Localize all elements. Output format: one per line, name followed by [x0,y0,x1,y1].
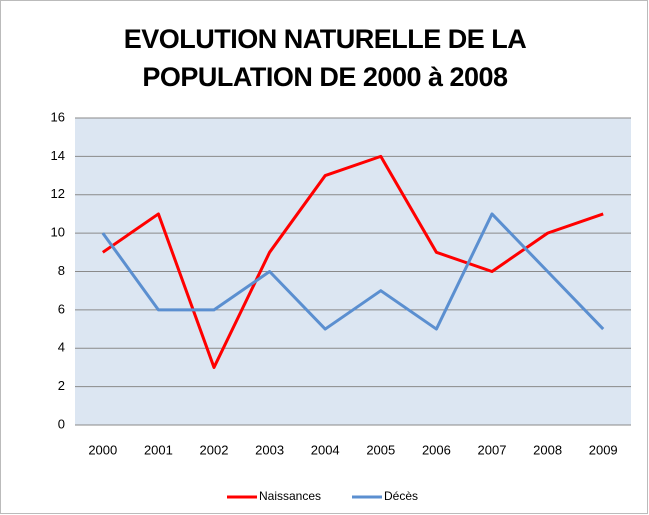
x-tick-label: 2000 [88,442,117,457]
x-tick-label: 2004 [311,442,340,457]
x-tick-label: 2003 [255,442,284,457]
series-line [101,212,605,331]
chart-title: EVOLUTION NATURELLE DE LA POPULATION DE … [123,24,527,92]
y-tick-label: 0 [58,416,65,431]
y-tick-label: 4 [58,340,65,355]
y-tick-label: 16 [51,109,65,124]
x-tick-label: 2002 [200,442,229,457]
y-tick-label: 6 [58,301,65,316]
y-tick-label: 8 [58,263,65,278]
y-tick-label: 2 [58,378,65,393]
series-line [101,154,604,369]
legend-label: Naissances [259,489,321,503]
x-tick-label: 2007 [478,442,507,457]
x-tick-label: 2006 [422,442,451,457]
y-tick-label: 10 [51,225,65,240]
y-tick-label: 14 [51,148,65,163]
legend-label: Décès [384,489,418,503]
x-tick-label: 2005 [366,442,395,457]
y-tick-label: 12 [51,186,65,201]
x-tick-label: 2008 [533,442,562,457]
x-tick-label: 2001 [144,442,173,457]
x-tick-label: 2009 [589,442,618,457]
